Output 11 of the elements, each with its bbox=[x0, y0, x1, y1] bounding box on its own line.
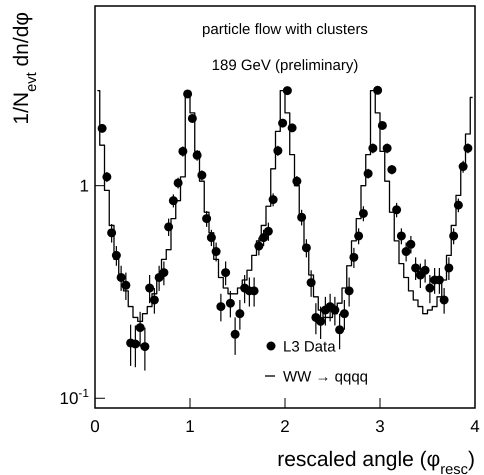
x-tick-label: 3 bbox=[375, 417, 385, 436]
legend-label: WW → qqqq bbox=[283, 368, 368, 386]
text: particle flow with clusters bbox=[202, 21, 368, 38]
x-tick-label: 1 bbox=[185, 417, 195, 436]
x-tick-label: 4 bbox=[470, 417, 480, 436]
legend-label: L3 Data bbox=[283, 338, 336, 356]
y-tick-label: 10$^{-1}$ bbox=[60, 386, 90, 408]
x-tick-label: 0 bbox=[90, 417, 100, 436]
text: 189 GeV (preliminary) bbox=[212, 57, 358, 74]
x-axis-title: rescaled angle (φ$_{resc}$) bbox=[277, 448, 475, 475]
x-tick-label: 2 bbox=[280, 417, 290, 436]
